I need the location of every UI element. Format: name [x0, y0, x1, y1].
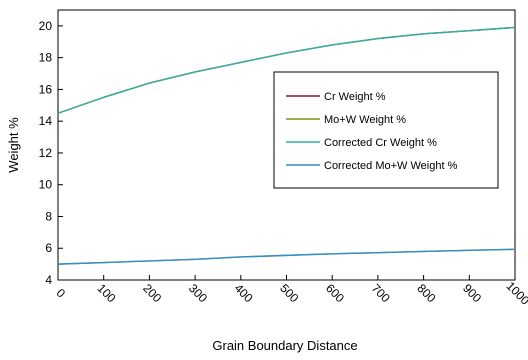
- x-tick-label: 700: [369, 281, 393, 305]
- y-tick-label: 18: [39, 51, 53, 65]
- x-tick-label: 900: [460, 281, 484, 305]
- x-tick-label: 500: [277, 281, 301, 305]
- x-tick-label: 0: [54, 286, 69, 301]
- y-tick-label: 4: [45, 273, 52, 287]
- x-tick-label: 200: [140, 281, 164, 305]
- y-axis-ticks: 4 6 8 10 12 14 16 18 20: [39, 19, 63, 287]
- y-axis-label: Weight %: [6, 117, 21, 173]
- y-tick-label: 20: [39, 19, 53, 33]
- y-tick-label: 16: [39, 82, 53, 96]
- y-tick-label: 10: [39, 178, 53, 192]
- legend-entry-label: Cr Weight %: [324, 91, 386, 103]
- legend-entry-label: Mo+W Weight %: [324, 114, 406, 126]
- x-tick-label: 1000: [503, 279, 528, 308]
- x-tick-label: 100: [94, 281, 118, 305]
- x-axis-label: Grain Boundary Distance: [212, 338, 357, 353]
- series-line-3: [57, 248, 516, 265]
- x-tick-label: 300: [186, 281, 210, 305]
- legend: Cr Weight % Mo+W Weight % Corrected Cr Wei…: [273, 71, 499, 189]
- x-tick-label: 800: [414, 281, 438, 305]
- y-tick-label: 12: [39, 146, 53, 160]
- x-tick-label: 400: [232, 281, 256, 305]
- legend-entry-label: Corrected Mo+W Weight %: [324, 160, 458, 172]
- series-lines: [57, 26, 516, 265]
- series-line-2: [57, 26, 516, 114]
- x-tick-label: 600: [323, 281, 347, 305]
- legend-box: [273, 71, 499, 189]
- y-tick-label: 14: [39, 114, 53, 128]
- y-tick-label: 6: [45, 241, 52, 255]
- y-tick-label: 8: [45, 209, 52, 223]
- legend-entry-label: Corrected Cr Weight %: [324, 137, 437, 149]
